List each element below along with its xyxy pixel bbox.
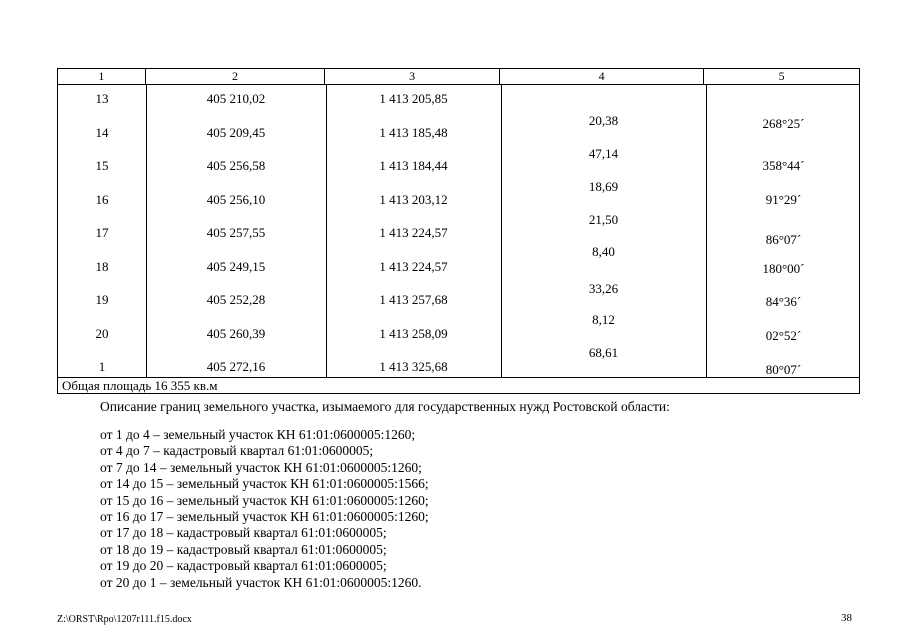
distance-value: 20,38 (588, 113, 619, 128)
distance-value: 21,50 (588, 212, 619, 227)
boundary-line: от 19 до 20 – кадастровый квартал 61:01:… (100, 558, 387, 574)
column-divider (326, 85, 327, 377)
distance-value: 18,69 (588, 179, 619, 194)
description-intro: Описание границ земельного участка, изым… (100, 399, 670, 414)
boundary-line: от 17 до 18 – кадастровый квартал 61:01:… (100, 525, 387, 541)
coordinate-y: 1 413 184,44 (379, 158, 448, 173)
coordinate-x: 405 209,45 (206, 125, 266, 140)
table-total-row: Общая площадь 16 355 кв.м (58, 377, 859, 393)
description: Описание границ земельного участка, изым… (100, 399, 820, 591)
coordinate-x: 405 210,02 (206, 91, 266, 106)
coordinate-x: 405 272,16 (206, 359, 266, 374)
angle-value: 358°44´ (762, 158, 805, 173)
coordinate-y: 1 413 203,12 (379, 192, 448, 207)
column-divider (501, 85, 502, 377)
point-number: 20 (95, 326, 109, 341)
coordinate-x: 405 256,58 (206, 158, 266, 173)
coordinate-x: 405 249,15 (206, 259, 266, 274)
table-body: 13 405 210,02 1 413 205,85 14 405 209,45… (58, 85, 859, 377)
table-header-cell: 5 (778, 69, 785, 83)
total-area: Общая площадь 16 355 кв.м (62, 377, 218, 393)
angle-value: 91°29´ (765, 192, 802, 207)
column-divider (146, 85, 147, 377)
table-header: 1 2 3 4 5 (58, 69, 859, 85)
boundary-line: от 1 до 4 – земельный участок КН 61:01:0… (100, 427, 416, 442)
angle-value: 180°00´ (762, 261, 805, 276)
page-number: 38 (841, 612, 852, 624)
point-number: 17 (95, 225, 109, 240)
coordinates-table: 1 2 3 4 5 13 405 210,02 1 413 205,85 14 … (57, 68, 860, 394)
table-header-cell: 1 (58, 69, 146, 84)
column-divider (706, 85, 707, 377)
table-header-cell: 2 (146, 69, 326, 84)
coordinate-x: 405 260,39 (206, 326, 266, 341)
distance-value: 33,26 (588, 281, 619, 296)
point-number: 16 (95, 192, 109, 207)
coordinate-x: 405 256,10 (206, 192, 266, 207)
angle-value: 80°07´ (765, 362, 802, 377)
point-number: 1 (98, 359, 106, 374)
file-path: Z:\ORST\Rpo\1207r111.f15.docx (57, 614, 192, 625)
coordinate-y: 1 413 257,68 (379, 292, 448, 307)
distance-value: 47,14 (588, 146, 619, 161)
angle-value: 02°52´ (765, 328, 802, 343)
point-number: 19 (95, 292, 109, 307)
distance-value: 8,12 (592, 312, 615, 327)
boundary-line: от 14 до 15 – земельный участок КН 61:01… (100, 476, 429, 492)
point-number: 18 (95, 259, 109, 274)
distance-value: 8,40 (592, 244, 615, 259)
coordinate-y: 1 413 205,85 (379, 91, 448, 106)
table-header-cell: 3 (325, 69, 500, 84)
point-number: 15 (95, 158, 109, 173)
point-number: 13 (95, 91, 109, 106)
boundary-line: от 16 до 17 – земельный участок КН 61:01… (100, 509, 429, 525)
coordinate-y: 1 413 224,57 (379, 259, 448, 274)
coordinate-y: 1 413 325,68 (379, 359, 448, 374)
boundary-line: от 4 до 7 – кадастровый квартал 61:01:06… (100, 443, 374, 459)
table-header-cell: 4 (500, 69, 705, 84)
angle-value: 84°36´ (765, 294, 802, 309)
boundary-line: от 20 до 1 – земельный участок КН 61:01:… (100, 574, 422, 590)
boundary-line: от 7 до 14 – земельный участок КН 61:01:… (100, 459, 422, 475)
coordinate-x: 405 257,55 (206, 225, 266, 240)
coordinate-y: 1 413 185,48 (379, 125, 448, 140)
coordinate-x: 405 252,28 (206, 292, 266, 307)
angle-value: 86°07´ (765, 232, 802, 247)
angle-value: 268°25´ (762, 116, 805, 131)
point-number: 14 (95, 125, 109, 140)
boundary-line: от 18 до 19 – кадастровый квартал 61:01:… (100, 541, 387, 557)
coordinate-y: 1 413 258,09 (379, 326, 448, 341)
distance-value: 68,61 (588, 345, 619, 360)
boundary-line: от 15 до 16 – земельный участок КН 61:01… (100, 492, 429, 508)
coordinate-y: 1 413 224,57 (379, 225, 448, 240)
